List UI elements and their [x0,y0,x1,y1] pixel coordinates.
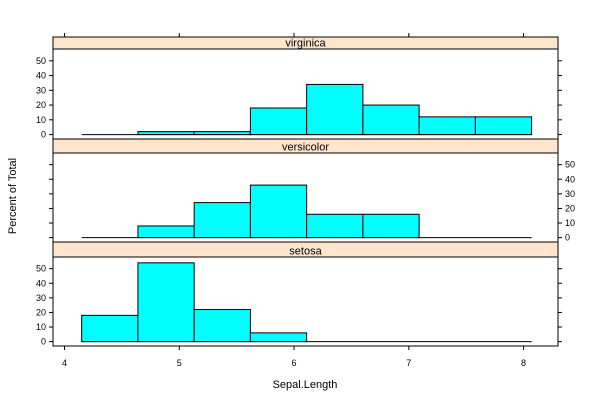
histogram-bar [249,332,308,343]
y-tick-label: 50 [36,264,46,274]
y-tick-label: 0 [41,337,46,347]
histogram-bar [418,116,476,136]
histogram-bar [249,184,308,239]
y-tick-label: 20 [36,307,46,317]
y-tick-label: 30 [565,189,575,199]
histogram-bar [193,309,251,343]
x-axis-title: Sepal.Length [273,379,338,391]
x-axis: 4 5 6 7 8 [62,33,526,368]
x-tick-label: 6 [292,358,297,368]
histogram-bar [137,225,195,239]
y-tick-label: 40 [565,174,575,184]
panel-virginica: virginica 0 10 20 30 40 50 [36,36,562,140]
y-tick-label: 30 [36,293,46,303]
histogram-bar [474,116,533,136]
y-tick-label: 20 [36,100,46,110]
histogram-bar [362,213,420,239]
x-tick-label: 5 [177,358,182,368]
histogram-bar [249,107,308,136]
strip-label-virginica: virginica [285,38,326,50]
strip-label-versicolor: versicolor [282,142,329,154]
histogram-bar [193,131,251,136]
histogram-bar [362,104,420,136]
panel-strip [52,138,559,154]
x-tick-label: 8 [521,358,526,368]
histogram-bar [193,202,251,239]
y-tick-label: 10 [36,322,46,332]
strip-label-setosa: setosa [289,246,322,258]
histogram-bar [137,131,195,136]
y-tick-label: 10 [565,218,575,228]
histogram-bar [306,83,364,136]
y-tick-label: 40 [36,278,46,288]
x-tick-label: 4 [62,358,67,368]
panel-versicolor: versicolor 0 10 20 30 40 50 [49,138,575,243]
y-tick-label: 30 [36,85,46,95]
y-tick-label: 10 [36,115,46,125]
panel-strip [52,36,559,50]
y-tick-label: 0 [41,130,46,140]
histogram-bar [306,213,364,239]
y-tick-label: 50 [565,160,575,170]
panel-setosa: setosa 0 10 20 30 40 50 [36,241,562,347]
y-axis-title: Percent of Total [7,158,19,234]
y-tick-label: 50 [36,56,46,66]
panels-group: virginica 0 10 20 30 40 50 versicolor 0 10 20 30 40 5… [36,36,575,347]
panel-strip [52,241,559,258]
y-tick-label: 20 [565,203,575,213]
histogram-bar [81,314,139,343]
y-tick-label: 0 [565,233,570,243]
x-tick-label: 7 [406,358,411,368]
histogram-bar [137,262,195,343]
y-tick-label: 40 [36,71,46,81]
